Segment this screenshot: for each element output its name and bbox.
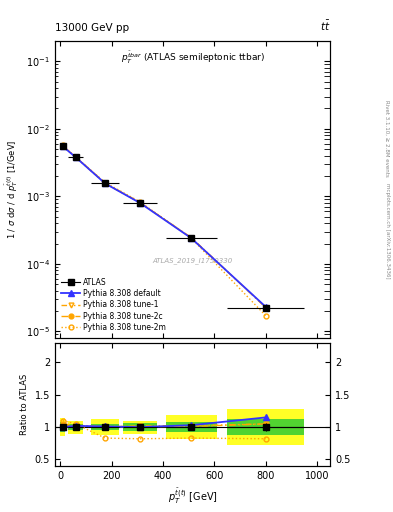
Bar <box>91 419 119 435</box>
Bar <box>68 421 83 434</box>
Bar <box>165 415 217 439</box>
Text: Rivet 3.1.10, ≥ 2.8M events: Rivet 3.1.10, ≥ 2.8M events <box>385 100 389 177</box>
Legend: ATLAS, Pythia 8.308 default, Pythia 8.308 tune-1, Pythia 8.308 tune-2c, Pythia 8: ATLAS, Pythia 8.308 default, Pythia 8.30… <box>59 275 169 334</box>
Y-axis label: 1 / $\sigma$ d$\sigma$ / d $p_T^{\bar{t}(t)}$ [1/GeV]: 1 / $\sigma$ d$\sigma$ / d $p_T^{\bar{t}… <box>4 140 20 239</box>
Bar <box>60 422 65 432</box>
Bar <box>91 424 119 431</box>
Bar <box>227 419 305 435</box>
Bar <box>123 421 156 434</box>
Y-axis label: Ratio to ATLAS: Ratio to ATLAS <box>20 374 29 435</box>
Bar <box>68 424 83 431</box>
Text: mcplots.cern.ch [arXiv:1306.3436]: mcplots.cern.ch [arXiv:1306.3436] <box>385 183 389 278</box>
Bar <box>227 409 305 445</box>
Text: ATLAS_2019_I1750330: ATLAS_2019_I1750330 <box>152 258 233 264</box>
X-axis label: $p_T^{\bar{t}(t)}$ [GeV]: $p_T^{\bar{t}(t)}$ [GeV] <box>168 486 217 505</box>
Bar <box>165 422 217 432</box>
Text: $t\bar{t}$: $t\bar{t}$ <box>320 19 330 33</box>
Text: 13000 GeV pp: 13000 GeV pp <box>55 23 129 33</box>
Bar <box>123 423 156 431</box>
Text: $p_T^{\bar{t}bar}$ (ATLAS semileptonic ttbar): $p_T^{\bar{t}bar}$ (ATLAS semileptonic t… <box>121 50 264 66</box>
Bar <box>60 418 65 436</box>
